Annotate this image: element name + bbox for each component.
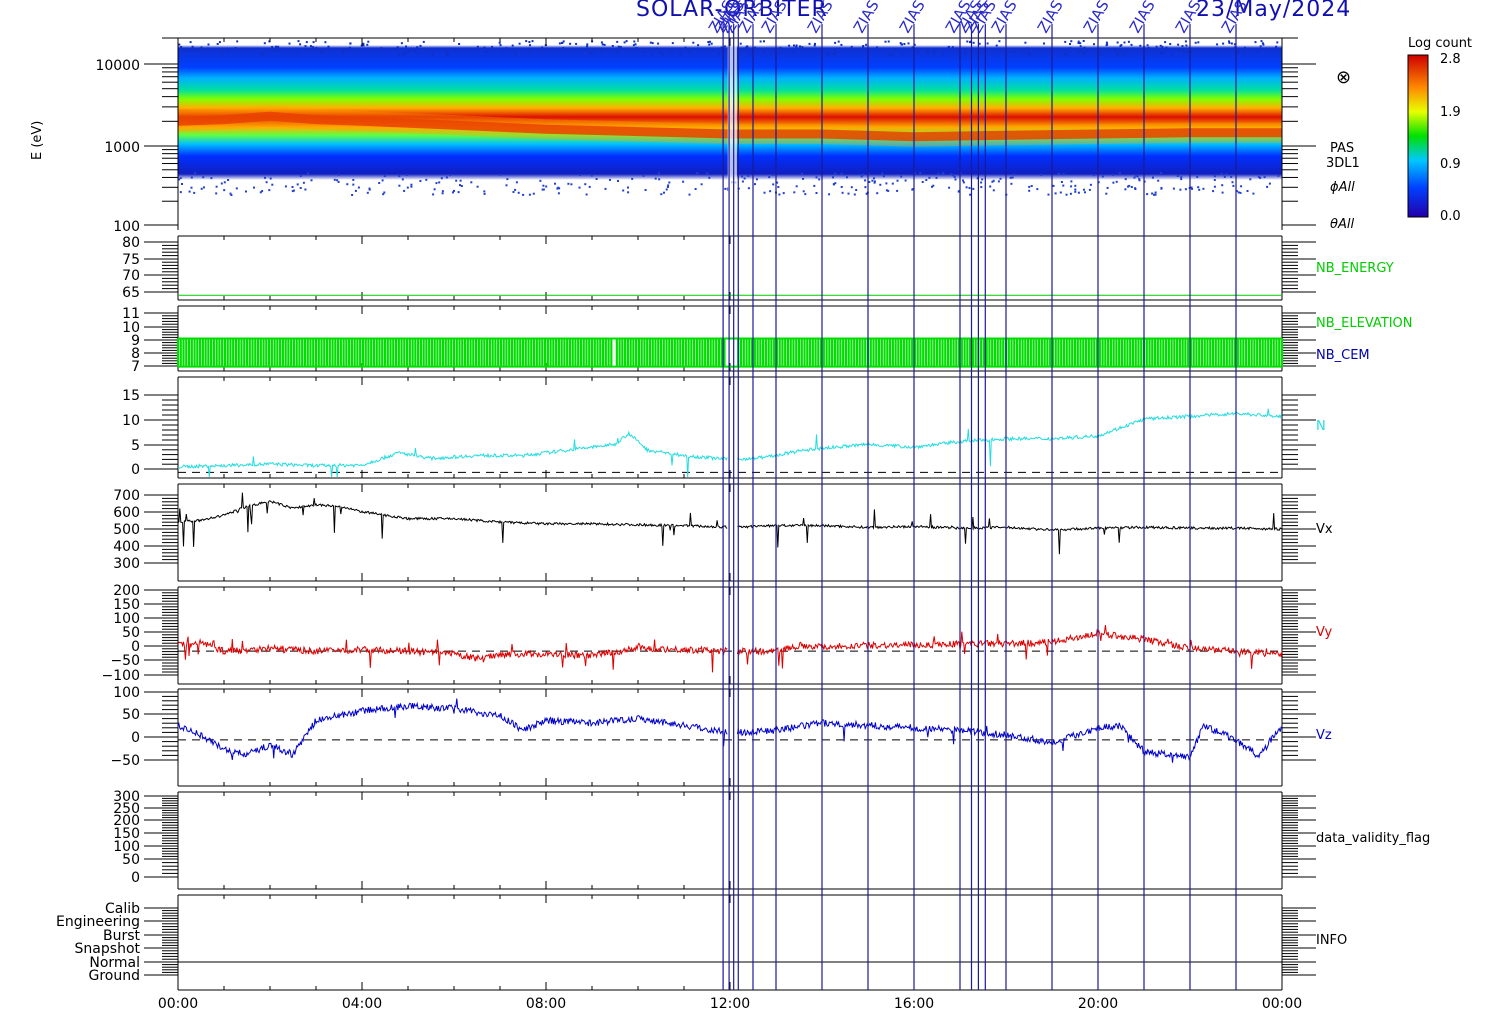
spectrogram-panel: E (eV) 10000 1000 100 ⊗ PAS 3DL1 ϕAll θA… — [30, 37, 1360, 235]
x-tick-3: 12:00 — [710, 996, 750, 1012]
event-label-14: ZIAS — [1034, 0, 1067, 36]
ytick-vz-3: −50 — [110, 753, 140, 769]
spectrogram-symbol: ⊗ — [1336, 67, 1351, 88]
ytick-density-3: 0 — [131, 462, 140, 478]
x-tick-2: 08:00 — [526, 996, 566, 1012]
event-label-15: ZIAS — [1080, 0, 1113, 36]
ytick-validity-5: 50 — [122, 852, 140, 868]
x-tick-5: 20:00 — [1078, 996, 1118, 1012]
spectrogram-ytick-10000: 10000 — [95, 58, 140, 74]
spectrogram-ylabel: E (eV) — [30, 121, 45, 160]
label-vz: Vz — [1316, 728, 1332, 743]
ytick-vy-1: 150 — [113, 597, 140, 613]
ytick-vx-0: 700 — [113, 488, 140, 504]
ytick-vy-6: −100 — [102, 668, 140, 684]
ytick-info-5: Ground — [89, 968, 141, 984]
spectrogram-label-pas: PAS — [1330, 141, 1354, 156]
ytick-nb-energy-2: 70 — [122, 268, 140, 284]
ytick-vy-3: 50 — [122, 625, 140, 641]
ytick-nb-elevation-1: 10 — [122, 320, 140, 336]
colorbar: Log count 2.8 1.9 0.9 0.0 — [1407, 36, 1472, 224]
ytick-vy-0: 200 — [113, 583, 140, 599]
ytick-vy-4: 0 — [131, 639, 140, 655]
panel-vz: 100 50 0 −50 — [110, 685, 1316, 787]
ytick-validity-0: 300 — [113, 789, 140, 805]
label-vy: Vy — [1316, 625, 1333, 640]
ytick-vx-3: 400 — [113, 539, 140, 555]
x-tick-6: 00:00 — [1262, 996, 1302, 1012]
ytick-vx-2: 500 — [113, 522, 140, 538]
ytick-vz-0: 100 — [113, 685, 140, 701]
spectrogram-ridge — [177, 40, 1282, 200]
ytick-nb-elevation-4: 7 — [131, 359, 140, 375]
ytick-nb-energy-1: 75 — [122, 252, 140, 268]
ytick-validity-1: 250 — [113, 801, 140, 817]
ytick-nb-elevation-3: 8 — [131, 346, 140, 362]
colorbar-tick-2: 1.9 — [1440, 105, 1461, 120]
ytick-info-2: Burst — [103, 928, 141, 944]
ytick-vz-1: 50 — [122, 707, 140, 723]
label-nb-cem: NB_CEM — [1316, 348, 1370, 363]
x-tick-0: 00:00 — [158, 996, 198, 1012]
spectrogram-ytick-1000: 1000 — [104, 140, 140, 156]
panel-info: CalibEngineeringBurstSnapshotNormalGroun… — [56, 894, 1316, 991]
colorbar-title: Log count — [1408, 36, 1472, 51]
ytick-density-0: 15 — [122, 388, 140, 404]
colorbar-tick-max: 2.8 — [1440, 52, 1461, 67]
x-tick-1: 04:00 — [342, 996, 382, 1012]
ytick-info-3: Snapshot — [75, 941, 141, 957]
ytick-nb-elevation-2: 9 — [131, 333, 140, 349]
colorbar-tick-min: 0.0 — [1440, 209, 1461, 224]
series-vx — [177, 492, 1283, 555]
ytick-vz-2: 0 — [131, 730, 140, 746]
label-nb-energy: NB_ENERGY — [1316, 261, 1394, 276]
ytick-vx-4: 300 — [113, 556, 140, 572]
x-axis: 00:00 04:00 08:00 12:00 16:00 20:00 00:0… — [158, 996, 1302, 1012]
spectrogram-label-3dl1: 3DL1 — [1326, 156, 1360, 171]
ytick-nb-energy-3: 65 — [122, 285, 140, 301]
label-nb-elevation: NB_ELEVATION — [1316, 316, 1413, 331]
panel-density: 15 10 5 0 — [122, 376, 1316, 479]
title-right: 23/May/2024 — [1196, 0, 1351, 22]
ytick-nb-elevation-0: 11 — [122, 306, 140, 322]
ytick-validity-2: 200 — [113, 813, 140, 829]
ytick-info-0: Calib — [105, 901, 140, 917]
ytick-nb-energy-0: 80 — [122, 235, 140, 251]
event-label-8: ZIAS — [896, 0, 929, 36]
ytick-info-4: Normal — [89, 955, 140, 971]
label-info: INFO — [1316, 933, 1347, 948]
colorbar-gradient — [1407, 54, 1429, 218]
series-vy — [177, 624, 1283, 673]
ytick-validity-3: 150 — [113, 826, 140, 842]
series-n — [177, 408, 1283, 478]
event-label-7: ZIAS — [850, 0, 883, 36]
ytick-validity-4: 100 — [113, 839, 140, 855]
ytick-density-2: 5 — [131, 438, 140, 454]
series-vz — [177, 698, 1283, 763]
ytick-validity-6: 0 — [131, 870, 140, 886]
label-vx: Vx — [1316, 522, 1333, 537]
spectrogram-ytick-100: 100 — [113, 219, 140, 235]
spectrogram-label-phi: ϕAll — [1330, 180, 1355, 195]
x-tick-4: 16:00 — [894, 996, 934, 1012]
title-left: SOLAR-ORBITER — [636, 0, 828, 22]
ytick-vx-1: 600 — [113, 505, 140, 521]
ytick-density-1: 10 — [122, 413, 140, 429]
colorbar-tick-3: 0.9 — [1440, 157, 1461, 172]
spectrogram-label-theta: θAll — [1330, 217, 1354, 232]
series-nb-elevation — [176, 337, 1284, 368]
label-validity: data_validity_flag — [1316, 831, 1430, 846]
ytick-vy-2: 100 — [113, 611, 140, 627]
event-label-16: ZIAS — [1126, 0, 1159, 36]
ytick-info-1: Engineering — [56, 914, 140, 930]
label-density: N — [1316, 419, 1326, 434]
ytick-vy-5: −50 — [110, 653, 140, 669]
